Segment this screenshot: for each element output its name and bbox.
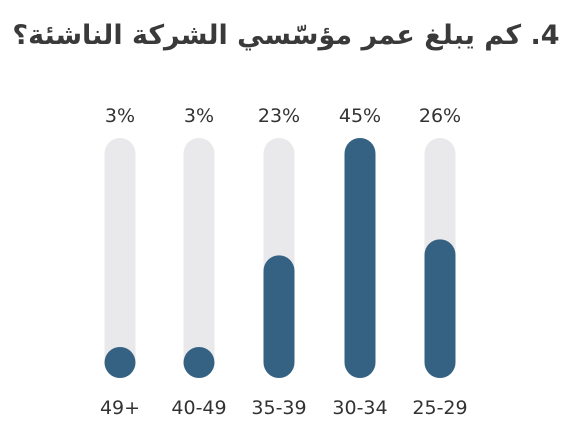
- category-label: 30-34: [332, 397, 387, 419]
- category-label: 25-29: [412, 397, 467, 419]
- bar: [104, 347, 136, 378]
- bar: [424, 239, 456, 378]
- data-label: 3%: [105, 105, 135, 127]
- category-label: 35-39: [251, 397, 306, 419]
- chart-title: 4. كم يبلغ عمر مؤسّسي الشركة الناشئة؟: [12, 20, 560, 51]
- bar-track: [183, 138, 215, 378]
- bar: [344, 138, 376, 378]
- bar: [183, 347, 215, 378]
- data-label: 3%: [184, 105, 214, 127]
- data-label: 45%: [339, 105, 381, 127]
- bar-track: [104, 138, 136, 378]
- data-label: 26%: [419, 105, 461, 127]
- category-label: 49+: [100, 397, 140, 419]
- category-label: 40-49: [171, 397, 226, 419]
- data-label: 23%: [258, 105, 300, 127]
- bar: [263, 255, 295, 378]
